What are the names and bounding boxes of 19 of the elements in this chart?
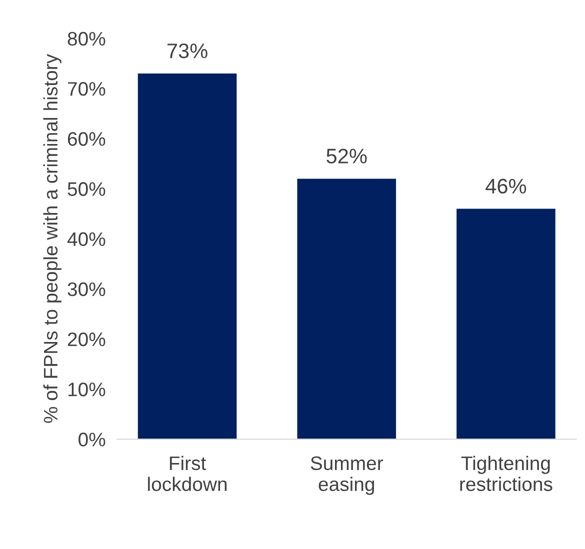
data-label: 73% — [167, 44, 208, 58]
bar — [456, 208, 556, 440]
y-tick-label: 80% — [68, 32, 106, 46]
data-label: 46% — [486, 178, 526, 194]
y-tick-label: 20% — [68, 332, 106, 346]
y-tick-label: 70% — [68, 82, 106, 96]
y-tick-label: 10% — [68, 382, 106, 396]
y-axis-title: % of FPNs to people with a criminal history — [43, 54, 62, 423]
y-tick-label: 60% — [68, 132, 106, 146]
x-tick-label: First lockdown — [148, 456, 227, 492]
x-tick-label: Tightening restrictions — [460, 456, 552, 492]
y-tick-label: 50% — [68, 182, 106, 196]
x-tick-label: Summer easing — [310, 456, 384, 495]
y-tick-label: 0% — [78, 432, 106, 446]
y-tick-label: 40% — [67, 232, 106, 246]
y-tick-label: 30% — [68, 282, 106, 296]
data-label: 52% — [326, 148, 367, 164]
bar — [138, 73, 237, 440]
bar — [297, 178, 396, 440]
